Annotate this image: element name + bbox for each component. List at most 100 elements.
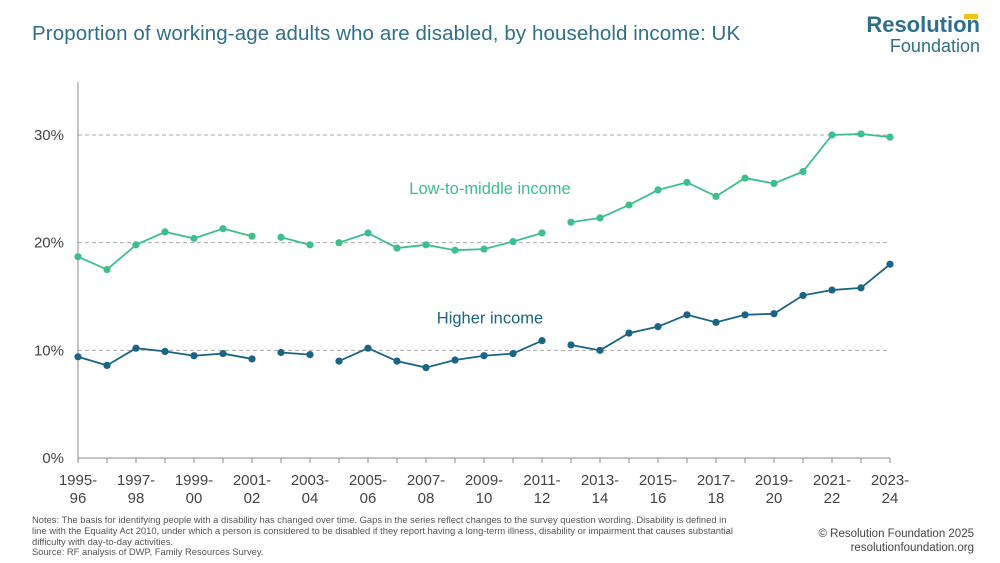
x-tick-label-line2: 18 xyxy=(708,490,725,507)
x-tick-label-line1: 1997- xyxy=(117,472,155,489)
x-tick-label-line2: 14 xyxy=(592,490,609,507)
x-tick-label-line1: 2019- xyxy=(755,472,793,489)
data-point-higher-income-2005-06 xyxy=(364,344,372,352)
data-point-low-to-middle-income-2020-21 xyxy=(799,168,807,176)
logo-accent-bar xyxy=(964,14,978,19)
data-point-higher-income-2008-09 xyxy=(451,356,459,364)
chart-notes: Notes: The basis for identifying people … xyxy=(32,514,812,558)
y-tick-label-10: 10% xyxy=(34,342,64,359)
data-point-low-to-middle-income-2001-02 xyxy=(248,232,256,240)
x-tick-label-line2: 24 xyxy=(882,490,899,507)
series-line-low-to-middle-income-segment-3 xyxy=(338,232,543,252)
x-tick-label-line2: 04 xyxy=(302,490,319,507)
data-point-higher-income-1997-98 xyxy=(132,344,140,352)
x-tick-label-line1: 2011- xyxy=(523,472,560,489)
data-point-higher-income-2003-04 xyxy=(306,351,314,359)
data-point-low-to-middle-income-2016-17 xyxy=(683,178,691,186)
data-point-low-to-middle-income-2000-01 xyxy=(219,225,227,233)
y-tick-label-30: 30% xyxy=(34,127,64,144)
x-tick-label-line2: 00 xyxy=(186,490,203,507)
data-point-higher-income-2010-11 xyxy=(509,349,517,358)
data-point-low-to-middle-income-2015-16 xyxy=(654,186,662,194)
data-point-low-to-middle-income-2009-10 xyxy=(480,245,488,253)
x-tick-label-line2: 22 xyxy=(824,490,841,507)
data-point-higher-income-2004-05 xyxy=(335,357,343,365)
logo-wordmark-line2: Foundation xyxy=(889,36,980,56)
data-point-low-to-middle-income-2007-08 xyxy=(422,241,430,249)
data-point-low-to-middle-income-2013-14 xyxy=(596,214,604,222)
data-point-low-to-middle-income-2012-13 xyxy=(567,218,575,226)
x-tick-label-line2: 98 xyxy=(128,490,145,507)
data-point-higher-income-2012-13 xyxy=(567,341,575,349)
x-tick-label-line2: 02 xyxy=(244,490,261,507)
data-point-low-to-middle-income-2006-07 xyxy=(393,244,401,252)
data-point-low-to-middle-income-1999-00 xyxy=(190,234,198,242)
series-line-higher-income-segment-3 xyxy=(338,339,543,369)
data-point-low-to-middle-income-1998-99 xyxy=(161,228,169,236)
data-point-low-to-middle-income-2018-19 xyxy=(741,174,749,182)
data-point-higher-income-2018-19 xyxy=(741,311,749,319)
x-tick-label-line1: 2023- xyxy=(871,472,909,489)
data-point-higher-income-2002-03 xyxy=(277,348,285,357)
credit-block: © Resolution Foundation 2025 resolutionf… xyxy=(818,528,974,555)
data-point-low-to-middle-income-2021-22 xyxy=(828,131,836,139)
x-tick-label-line1: 2015- xyxy=(639,472,677,489)
x-tick-label-line1: 2007- xyxy=(407,472,445,489)
x-tick-label-line2: 16 xyxy=(650,490,667,507)
notes-line-1: Notes: The basis for identifying people … xyxy=(32,514,727,525)
x-tick-label-line1: 2017- xyxy=(697,472,735,489)
data-point-low-to-middle-income-2023-24 xyxy=(886,133,894,141)
y-tick-label-0: 0% xyxy=(42,450,64,467)
data-point-higher-income-2023-24 xyxy=(886,260,894,268)
data-point-higher-income-2015-16 xyxy=(654,323,662,331)
data-point-low-to-middle-income-2003-04 xyxy=(306,241,314,249)
data-point-higher-income-1999-00 xyxy=(190,352,198,360)
x-tick-label-line2: 06 xyxy=(360,490,377,507)
data-point-low-to-middle-income-2002-03 xyxy=(277,233,285,241)
x-tick-label-line1: 2013- xyxy=(581,472,619,489)
x-tick-label-line1: 2003- xyxy=(291,472,329,489)
data-point-higher-income-2006-07 xyxy=(393,357,401,365)
data-point-higher-income-2014-15 xyxy=(625,329,633,337)
data-point-higher-income-2016-17 xyxy=(683,311,691,319)
y-tick-label-20: 20% xyxy=(34,235,64,252)
data-point-higher-income-1996-97 xyxy=(103,361,111,370)
series-line-low-to-middle-income-segment-2 xyxy=(280,236,311,246)
data-point-low-to-middle-income-2019-20 xyxy=(770,179,778,188)
data-point-higher-income-2022-23 xyxy=(857,284,865,292)
notes-line-2: line with the Equality Act 2010, under w… xyxy=(32,524,733,536)
data-point-higher-income-1995-96 xyxy=(74,353,82,361)
x-tick-label-line1: 1995- xyxy=(59,472,97,489)
notes-line-3: difficulty with day-to-day activities. xyxy=(32,535,174,547)
copyright-text: © Resolution Foundation 2025 xyxy=(818,528,974,540)
x-tick-label-line2: 96 xyxy=(70,490,87,507)
data-point-higher-income-2017-18 xyxy=(712,318,720,326)
logo-wordmark-line1: Resolution xyxy=(866,12,980,37)
x-tick-label-line2: 12 xyxy=(534,490,551,507)
data-point-low-to-middle-income-2011-12 xyxy=(538,229,546,237)
x-tick-label-line2: 10 xyxy=(476,490,493,507)
data-point-low-to-middle-income-1996-97 xyxy=(103,265,111,274)
data-point-low-to-middle-income-2022-23 xyxy=(857,130,865,138)
data-point-low-to-middle-income-1997-98 xyxy=(132,241,140,249)
data-point-higher-income-2000-01 xyxy=(219,349,227,358)
data-point-low-to-middle-income-2005-06 xyxy=(364,229,372,237)
data-point-higher-income-2011-12 xyxy=(538,337,546,345)
data-point-higher-income-2021-22 xyxy=(828,286,836,294)
resolution-foundation-logo: Resolution Foundation xyxy=(866,12,980,56)
data-point-higher-income-2009-10 xyxy=(480,352,488,360)
x-tick-label-line1: 2021- xyxy=(813,472,851,489)
series-line-higher-income-segment-2 xyxy=(280,351,311,356)
x-tick-label-line2: 20 xyxy=(766,490,783,507)
x-tick-label-line1: 2009- xyxy=(465,472,503,489)
website-link[interactable]: resolutionfoundation.org xyxy=(850,541,974,554)
series-line-higher-income-segment-4 xyxy=(570,263,891,352)
data-point-low-to-middle-income-2017-18 xyxy=(712,192,720,200)
data-point-low-to-middle-income-2004-05 xyxy=(335,239,343,247)
data-point-higher-income-2001-02 xyxy=(248,355,256,363)
data-point-higher-income-2007-08 xyxy=(422,363,430,372)
source-line: Source: RF analysis of DWP, Family Resou… xyxy=(32,546,264,558)
data-point-low-to-middle-income-1995-96 xyxy=(74,253,82,261)
x-tick-label-line1: 2001- xyxy=(233,472,271,489)
